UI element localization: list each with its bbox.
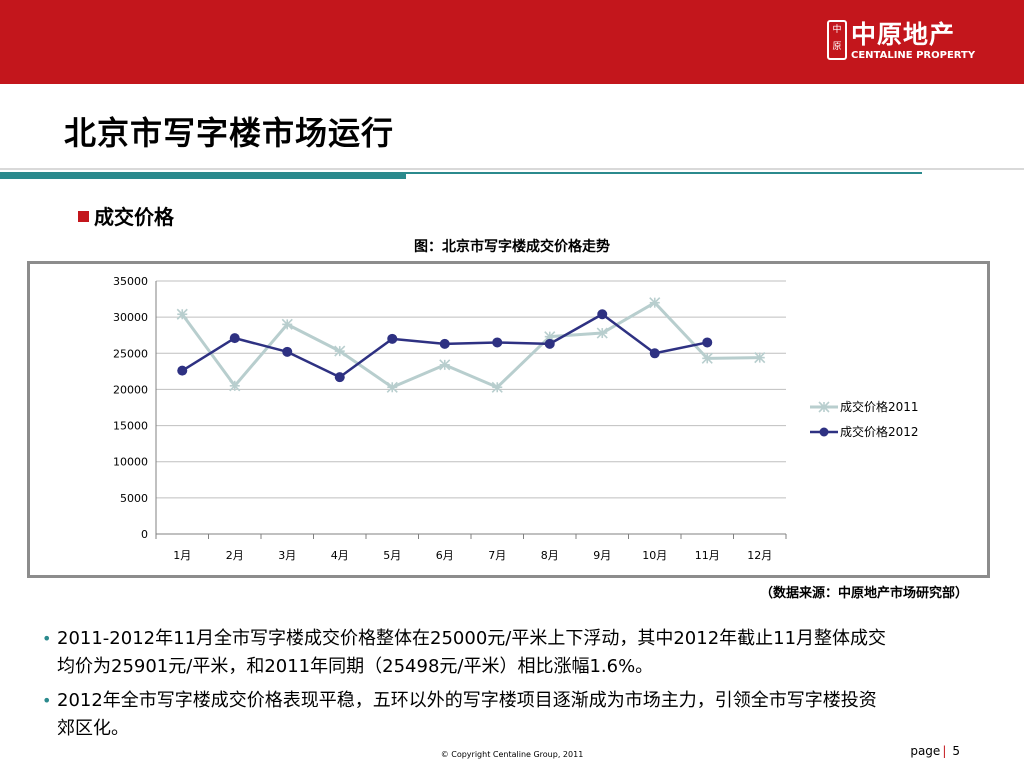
data-point-2011 [439,359,451,371]
bullet-item: • 2012年全市写字楼成交价格表现平稳，五环以外的写字楼项目逐渐成为市场主力，… [42,687,972,743]
bullet-dot-icon: • [42,629,52,648]
data-point-2011 [701,352,713,364]
section-heading-label: 成交价格 [94,205,174,229]
data-point-2012 [334,372,345,383]
data-point-2011 [491,381,503,393]
data-point-2011 [176,308,188,320]
data-point-2011 [649,297,661,309]
divider-gray [0,168,1024,170]
x-tick-label: 6月 [436,549,454,562]
x-tick-label: 8月 [541,549,559,562]
bullet-text-line2: 均价为25901元/平米，和2011年同期（25498元/平米）相比涨幅1.6%… [57,656,654,677]
divider-teal [0,172,406,179]
divider-teal-thin [406,172,922,174]
data-point-2011 [281,318,293,330]
y-tick-label: 0 [141,528,148,541]
y-tick-label: 5000 [120,492,148,505]
logo-chinese: 中原地产 [851,20,956,49]
data-point-2011 [596,327,608,339]
data-point-2012 [544,338,555,349]
data-point-2012 [492,337,503,348]
x-tick-label: 5月 [383,549,401,562]
x-tick-label: 3月 [278,549,296,562]
data-point-2012 [229,333,240,344]
data-point-2011 [544,331,556,343]
x-tick-label: 10月 [642,549,667,562]
bullet-dot-icon: • [42,691,52,710]
data-point-2012 [702,337,713,348]
data-point-2011 [754,352,766,364]
data-point-2012 [439,338,450,349]
page-title: 北京市写字楼市场运行 [64,114,395,152]
x-tick-label: 1月 [173,549,191,562]
legend-label: 成交价格2012 [840,424,919,439]
y-tick-label: 35000 [113,275,148,288]
y-tick-label: 10000 [113,456,148,469]
y-tick-label: 30000 [113,311,148,324]
chart-frame: 0 5000 10000 15000 20000 25000 30000 35000 1月 2月 3… [27,261,990,578]
data-point-2012 [282,346,293,357]
section-heading: 成交价格 [78,201,174,230]
chart-title: 图：北京市写字楼成交价格走势 [414,239,610,255]
bullet-item: • 2011-2012年11月全市写字楼成交价格整体在25000元/平米上下浮动… [42,625,972,681]
page-separator: | [942,744,947,758]
copyright: © Copyright Centaline Group, 2011 [440,750,584,759]
page-number-value: 5 [952,744,960,758]
series-line-1 [181,301,760,389]
page-label: page [910,744,941,758]
y-tick-label: 25000 [113,347,148,360]
x-tick-label: 9月 [593,549,611,562]
line-chart: 0 5000 10000 15000 20000 25000 30000 35000 1月 2月 3… [113,275,919,562]
logo-english: CENTALINE PROPERTY [851,50,976,61]
legend-marker [819,427,829,437]
bullet-list: • 2011-2012年11月全市写字楼成交价格整体在25000元/平米上下浮动… [42,625,972,749]
y-tick-label: 15000 [113,420,148,433]
data-point-2012 [597,309,608,320]
data-point-2012 [177,365,188,376]
x-tick-label: 7月 [488,549,506,562]
x-tick-label: 2月 [226,549,244,562]
x-tick-label: 12月 [747,549,772,562]
data-point-2011 [334,345,346,357]
bullet-text-line1: 2011-2012年11月全市写字楼成交价格整体在25000元/平米上下浮动，其… [57,628,887,649]
x-tick-label: 11月 [695,549,720,562]
data-point-2011 [386,381,398,393]
legend-marker [818,401,830,413]
y-tick-label: 20000 [113,383,148,396]
bullet-text-line2: 郊区化。 [57,718,129,739]
logo-mark: 中原 [827,20,847,60]
bullet-text-line1: 2012年全市写字楼成交价格表现平稳，五环以外的写字楼项目逐渐成为市场主力，引领… [57,690,877,711]
legend-label: 成交价格2011 [840,399,919,414]
data-point-2011 [229,380,241,392]
header-bar: 中原 中原地产 CENTALINE PROPERTY [0,0,1024,84]
data-point-2012 [387,333,398,344]
source-note: （数据来源：中原地产市场研究部） [759,586,968,601]
data-point-2012 [649,348,660,359]
red-square-bullet-icon [78,211,89,222]
x-tick-label: 4月 [331,549,349,562]
page-number: page | 5 [910,744,960,758]
